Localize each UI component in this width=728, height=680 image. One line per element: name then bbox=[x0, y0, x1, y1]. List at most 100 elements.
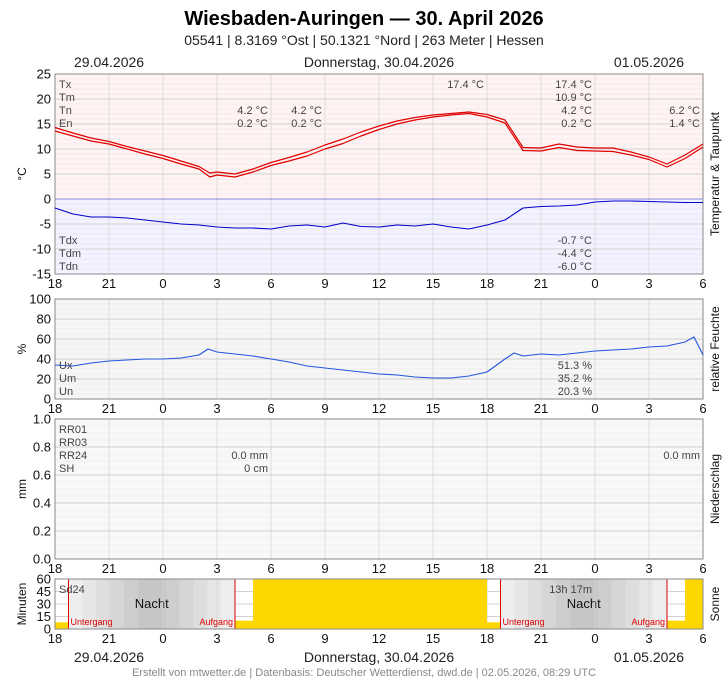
dewpoint-value-tdm: -4.4 °C bbox=[558, 248, 592, 260]
sunshine-xtick-label: 21 bbox=[534, 631, 548, 646]
footer-credit: Erstellt von mtwetter.de | Datenbasis: D… bbox=[132, 667, 596, 679]
humidity-label-ux: Ux bbox=[59, 360, 73, 372]
temperature-label-tm: Tm bbox=[59, 92, 75, 104]
temperature-xtick-label: 0 bbox=[591, 276, 598, 291]
sunshine-xtick-label: 6 bbox=[267, 631, 274, 646]
sunshine-bar-1 bbox=[235, 620, 253, 629]
humidity-ytick-label: 40 bbox=[37, 352, 51, 367]
sunshine-bar-2 bbox=[253, 579, 487, 629]
humidity-ytick-label: 60 bbox=[37, 332, 51, 347]
humidity-ytick-label: 100 bbox=[29, 292, 51, 307]
sunshine-value-sd24: 13h 17m bbox=[549, 584, 592, 596]
temperature-col1-value: 0.2 °C bbox=[237, 118, 268, 130]
humidity-ytick-label: 80 bbox=[37, 312, 51, 327]
sunshine-xtick-label: 3 bbox=[213, 631, 220, 646]
sunshine-bar-0 bbox=[55, 622, 69, 629]
precipitation-ytick-label: 0.2 bbox=[33, 524, 51, 539]
temperature-ylabel: °C bbox=[15, 167, 29, 181]
temperature-xtick-label: 15 bbox=[426, 276, 440, 291]
sunshine-ytick-label: 0 bbox=[44, 622, 51, 637]
temperature-col2-value: 4.2 °C bbox=[291, 105, 322, 117]
precipitation-ytick-label: 0.4 bbox=[33, 496, 51, 511]
humidity-value-um: 35.2 % bbox=[558, 373, 592, 385]
temperature-ytick-label: 20 bbox=[37, 92, 51, 107]
precipitation-ytick-label: 0.0 bbox=[33, 552, 51, 567]
temperature-xtick-label: 3 bbox=[645, 276, 652, 291]
precipitation-xtick-label: 3 bbox=[213, 561, 220, 576]
humidity-xtick-label: 21 bbox=[102, 401, 116, 416]
temperature-xtick-label: 9 bbox=[321, 276, 328, 291]
temperature-panel: -15 -10 -5 0 5 10 15 20 25 18 21 0 3 6 9 12 15 18 21 0 3 6 °C T… bbox=[15, 67, 722, 292]
precipitation-xtick-label: 0 bbox=[159, 561, 166, 576]
date-left-top: 29.04.2026 bbox=[74, 54, 144, 70]
dewpoint-value-tdn: -6.0 °C bbox=[558, 261, 592, 273]
humidity-xtick-label: 21 bbox=[534, 401, 548, 416]
temperature-xtick-label: 6 bbox=[267, 276, 274, 291]
precipitation-label-rr01: RR01 bbox=[59, 424, 87, 436]
temperature-xtick-label: 3 bbox=[213, 276, 220, 291]
sunshine-xtick-label: 0 bbox=[159, 631, 166, 646]
precipitation-xtick-label: 6 bbox=[267, 561, 274, 576]
sunshine-ytick-label: 15 bbox=[37, 609, 51, 624]
temperature-value-tx: 17.4 °C bbox=[555, 79, 592, 91]
sunshine-bar-5 bbox=[685, 579, 703, 629]
sunshine-side-label: Sonne bbox=[708, 586, 722, 621]
dewpoint-label-tdm: Tdm bbox=[59, 248, 81, 260]
temperature-min-line bbox=[54, 112, 704, 178]
sunshine-plot-border-top bbox=[54, 578, 704, 630]
precipitation-plot-border bbox=[54, 418, 704, 560]
date-left-bottom: 29.04.2026 bbox=[74, 649, 144, 665]
precipitation-xtick-label: 18 bbox=[48, 561, 62, 576]
night-label-1: Nacht bbox=[135, 596, 169, 611]
humidity-side-label: relative Feuchte bbox=[708, 306, 722, 392]
sunshine-bar-3 bbox=[487, 622, 501, 629]
precipitation-ytick-label: 0.8 bbox=[33, 440, 51, 455]
humidity-value-ux: 51.3 % bbox=[558, 360, 592, 372]
night-label-2: Nacht bbox=[567, 596, 601, 611]
temperature-xtick-label: 12 bbox=[372, 276, 386, 291]
sunshine-ytick-label: 30 bbox=[37, 597, 51, 612]
temperature-ytick-label: 25 bbox=[37, 67, 51, 82]
humidity-xtick-label: 6 bbox=[699, 401, 706, 416]
temperature-right-value: 1.4 °C bbox=[669, 118, 700, 130]
precipitation-label-sh: SH bbox=[59, 463, 74, 475]
precipitation-ytick-label: 1.0 bbox=[33, 412, 51, 427]
sunshine-xtick-label: 0 bbox=[591, 631, 598, 646]
date-right-bottom: 01.05.2026 bbox=[614, 649, 684, 665]
page-title: Wiesbaden-Auringen — 30. April 2026 bbox=[184, 8, 543, 30]
temperature-value-tn: 4.2 °C bbox=[561, 105, 592, 117]
temperature-ytick-label: -15 bbox=[32, 267, 51, 282]
dewpoint-line bbox=[54, 200, 703, 230]
precipitation-xtick-label: 6 bbox=[699, 561, 706, 576]
precipitation-ytick-label: 0.6 bbox=[33, 468, 51, 483]
sunshine-bar-4 bbox=[667, 620, 685, 629]
sunshine-xtick-label: 18 bbox=[480, 631, 494, 646]
sunshine-xtick-label: 15 bbox=[426, 631, 440, 646]
humidity-panel: 0 20 40 60 80 100 18 21 0 3 6 9 12 15 18 21 0 3 6% relative… bbox=[15, 292, 722, 417]
date-center-bottom: Donnerstag, 30.04.2026 bbox=[304, 649, 454, 665]
sunshine-xtick-label: 12 bbox=[372, 631, 386, 646]
temperature-col2-value: 0.2 °C bbox=[291, 118, 322, 130]
precipitation-ylabel: mm bbox=[15, 479, 29, 499]
humidity-xtick-label: 0 bbox=[159, 401, 166, 416]
sun-event-label-0: Untergang bbox=[71, 617, 113, 627]
precipitation-rr24-right: 0.0 mm bbox=[663, 450, 700, 462]
sunshine-xtick-label: 18 bbox=[48, 631, 62, 646]
precipitation-xtick-label: 0 bbox=[591, 561, 598, 576]
sunshine-xtick-label: 6 bbox=[699, 631, 706, 646]
night-shade-1 bbox=[137, 579, 166, 629]
precipitation-label-rr03: RR03 bbox=[59, 437, 87, 449]
temperature-ytick-label: -10 bbox=[32, 242, 51, 257]
precipitation-xtick-label: 18 bbox=[480, 561, 494, 576]
dewpoint-label-tdx: Tdx bbox=[59, 235, 78, 247]
humidity-xtick-label: 18 bbox=[48, 401, 62, 416]
humidity-xtick-label: 3 bbox=[645, 401, 652, 416]
temperature-right-value: 6.2 °C bbox=[669, 105, 700, 117]
sunshine-ytick-label: 45 bbox=[37, 584, 51, 599]
temperature-value-tm: 10.9 °C bbox=[555, 92, 592, 104]
temperature-max-peak-label: 17.4 °C bbox=[447, 79, 484, 91]
precipitation-side-label: Niederschlag bbox=[708, 454, 722, 524]
sunshine-xtick-label: 3 bbox=[645, 631, 652, 646]
temperature-label-tx: Tx bbox=[59, 79, 72, 91]
